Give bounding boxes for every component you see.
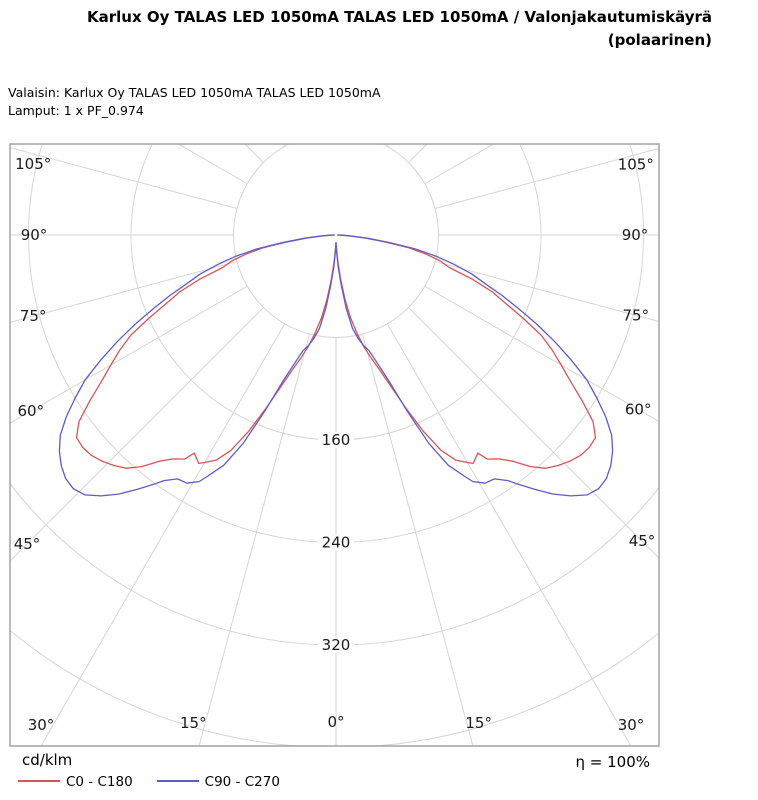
page-title: Karlux Oy TALAS LED 1050mA TALAS LED 105… (0, 6, 712, 52)
polar-radial-315 (10, 307, 264, 562)
ring-label-bg-160 (318, 432, 354, 448)
polar-radial-225 (244, 144, 264, 163)
polar-radial-75 (434, 261, 659, 323)
ring-label-240: 240 (322, 534, 351, 552)
legend-label-c0-c180: C0 - C180 (66, 774, 133, 790)
polar-radial-45 (408, 307, 659, 559)
legend-line-c0-c180-icon (18, 780, 60, 782)
radial-unit-label: cd/klm (22, 751, 73, 769)
legend-line-c90-c270-icon (156, 780, 199, 782)
polar-radial-345 (198, 333, 310, 746)
legend-label-c90-c270: C90 - C270 (204, 774, 280, 790)
ring-label-bg-240 (318, 534, 354, 551)
angle-label-105-right: 105° (618, 156, 654, 174)
polar-radial-285 (10, 261, 238, 323)
lamps-info-line: Lamput: 1 x PF_0.974 (8, 103, 144, 118)
polar-radial-300 (10, 285, 248, 424)
polar-radial-60 (424, 285, 659, 423)
polar-radial-330 (40, 323, 286, 746)
ring-label-160: 160 (322, 431, 351, 449)
angle-label-30-left: 30° (28, 716, 55, 734)
page-title-line2: (polaarinen) (607, 31, 712, 49)
angle-label-45-left: 45° (14, 535, 41, 553)
angle-label-60-right: 60° (625, 401, 652, 419)
polar-radial-135 (408, 144, 428, 163)
polar-radial-195 (90, 0, 309, 136)
polar-radial-105 (434, 147, 659, 209)
angle-label-90-right: 90° (622, 226, 649, 244)
ring-label-320: 320 (322, 636, 351, 654)
angle-label-75-left: 75° (20, 307, 47, 325)
polar-ring-400 (10, 629, 659, 746)
luminaire-info: Valaisin: Karlux Oy TALAS LED 1050mA TAL… (8, 84, 381, 120)
polar-radial-120 (424, 144, 495, 185)
luminaire-info-line: Valaisin: Karlux Oy TALAS LED 1050mA TAL… (8, 85, 381, 100)
angle-label-90-left: 90° (21, 226, 48, 244)
polar-radial-210 (282, 144, 286, 147)
ring-label-bg-320 (318, 637, 354, 653)
polar-radial-30 (386, 323, 632, 746)
legend: C0 - C180 C90 - C270 (18, 774, 304, 790)
angle-label-105-left: 105° (15, 155, 51, 173)
angle-label-30-right: 30° (618, 716, 645, 734)
angle-label-0: 0° (327, 713, 344, 731)
plot-border (9, 143, 660, 747)
curves-layer (58, 234, 614, 497)
polar-radial-15 (362, 333, 474, 746)
angle-label-15-left: 15° (180, 714, 207, 732)
angle-label-75-right: 75° (623, 306, 650, 324)
efficiency-label: η = 100% (575, 753, 651, 771)
angle-label-15-right: 15° (465, 714, 492, 732)
polar-radial-150 (386, 144, 390, 147)
polar-ring-80 (233, 144, 439, 338)
curve-C90-C270 (58, 234, 614, 497)
angle-label-45-right: 45° (629, 532, 656, 550)
polar-radial-165 (363, 0, 582, 136)
angle-label-60-left: 60° (18, 402, 45, 420)
polar-radial-255 (10, 147, 238, 209)
page-title-line1: Karlux Oy TALAS LED 1050mA TALAS LED 105… (87, 8, 712, 26)
